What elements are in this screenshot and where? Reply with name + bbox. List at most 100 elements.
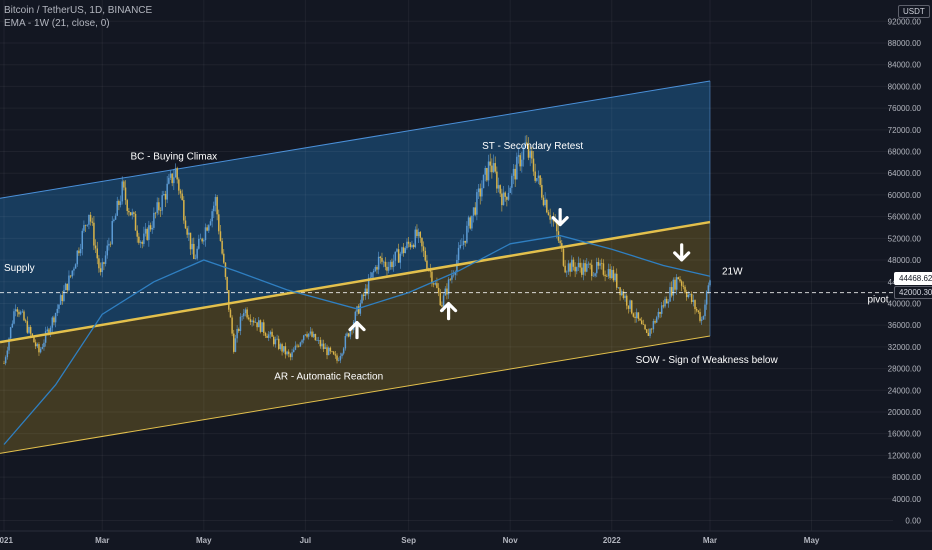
candle: [522, 145, 525, 167]
y-tick-label: 80000.00: [888, 82, 922, 91]
candle: [602, 259, 605, 277]
candle: [233, 329, 235, 354]
candle: [149, 222, 152, 232]
y-tick-label: 72000.00: [888, 126, 922, 135]
candle-body: [685, 292, 688, 298]
candle-body: [690, 293, 693, 302]
candle-body: [476, 192, 478, 215]
candle: [650, 327, 653, 334]
candle: [14, 304, 17, 317]
candle-body: [649, 328, 651, 336]
candle: [201, 237, 203, 244]
candle: [188, 225, 190, 241]
candle: [544, 192, 546, 208]
candle: [266, 333, 268, 339]
candle-body: [454, 271, 456, 275]
candle: [709, 279, 711, 287]
candle-body: [291, 352, 293, 358]
candle-body: [389, 261, 392, 267]
y-tick-label: 84000.00: [888, 61, 922, 70]
y-tick-label: 36000.00: [888, 321, 922, 330]
candle-body: [494, 163, 496, 172]
channel-layer: [0, 80, 711, 454]
candle-body: [670, 287, 673, 296]
candle-body: [186, 228, 188, 235]
candle: [471, 215, 473, 231]
candle-body: [596, 261, 598, 274]
candle-body: [201, 238, 203, 242]
candle: [334, 350, 337, 359]
candle-body: [672, 279, 675, 296]
candle-body: [546, 199, 548, 213]
arrow-shape: [673, 243, 691, 262]
candle-body: [392, 260, 395, 268]
candle-body: [274, 339, 277, 345]
candle: [346, 331, 348, 338]
candle-body: [655, 317, 658, 323]
candle: [401, 246, 403, 256]
candle-body: [607, 269, 610, 277]
candle: [584, 260, 586, 276]
candle-body: [78, 250, 80, 254]
candle-body: [272, 336, 275, 345]
candle-body: [294, 345, 297, 350]
candle: [481, 180, 483, 202]
candle: [441, 301, 443, 308]
candle-body: [229, 309, 232, 318]
candle: [311, 328, 313, 338]
candle-body: [99, 268, 102, 273]
candle-body: [312, 333, 315, 337]
candle-body: [322, 343, 325, 349]
candle: [664, 296, 666, 309]
candle: [512, 163, 515, 185]
candle: [64, 282, 67, 291]
candle: [274, 336, 277, 348]
y-tick-label: 24000.00: [888, 386, 922, 395]
candle: [18, 309, 20, 318]
currency-label[interactable]: USDT: [898, 5, 930, 18]
candle: [607, 263, 610, 279]
candle-body: [492, 163, 495, 173]
candle: [264, 331, 267, 339]
candle-body: [249, 319, 252, 322]
candle: [436, 277, 438, 289]
candle: [309, 327, 312, 336]
candle: [291, 348, 293, 361]
candle-body: [367, 278, 370, 294]
candle-body: [682, 285, 685, 287]
candle: [89, 211, 92, 226]
candle-body: [361, 294, 363, 304]
candle: [9, 326, 12, 341]
candle-body: [589, 263, 591, 265]
candle-body: [123, 181, 125, 188]
candle-body: [374, 267, 377, 271]
candle-body: [238, 328, 240, 332]
candle-body: [191, 243, 193, 250]
candle: [124, 180, 127, 205]
candle: [129, 212, 132, 216]
candle-body: [3, 363, 5, 364]
candle: [502, 185, 505, 206]
candle-body: [156, 202, 158, 213]
candle-body: [199, 238, 202, 240]
candle-body: [61, 295, 64, 301]
candle: [341, 352, 343, 359]
candle-body: [581, 267, 583, 275]
annotation-label: Supply: [4, 263, 35, 274]
candle: [229, 307, 232, 318]
candle-body: [569, 263, 571, 272]
candle-body: [381, 257, 383, 262]
y-tick-label: 32000.00: [888, 343, 922, 352]
candle: [163, 190, 165, 196]
ema-line: [3, 234, 711, 445]
candle: [617, 287, 620, 289]
candle: [84, 224, 87, 233]
x-tick-label: 2021: [0, 536, 13, 545]
candle-body: [582, 263, 585, 275]
candle-body: [559, 240, 561, 244]
y-tick-label: 76000.00: [888, 104, 922, 113]
candle-body: [426, 260, 428, 269]
candle-body: [248, 317, 250, 320]
candle: [566, 270, 568, 278]
